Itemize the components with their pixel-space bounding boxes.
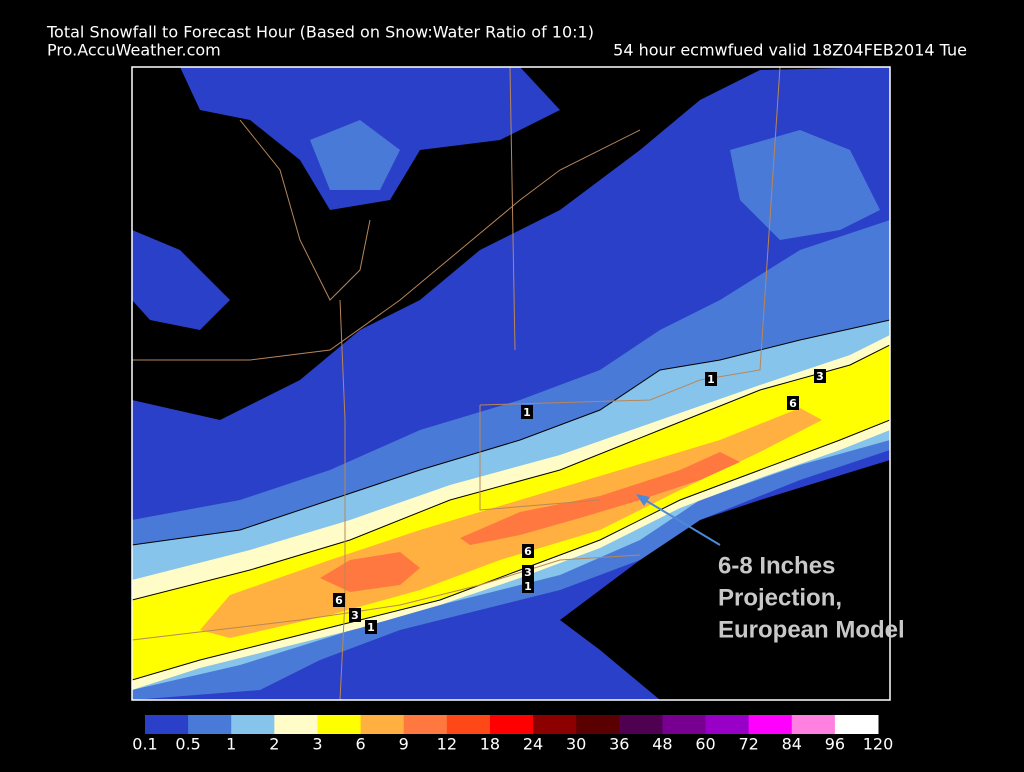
- legend-label: 84: [782, 735, 802, 754]
- legend-label: 2: [269, 735, 279, 754]
- legend-swatch: [145, 715, 189, 734]
- contour-label-box: [787, 396, 799, 410]
- legend-swatch: [188, 715, 232, 734]
- boundary: [339, 299, 346, 700]
- contour-label-box: [365, 620, 377, 634]
- legend-label: 9: [399, 735, 409, 754]
- contour-label: 1: [707, 373, 715, 386]
- legend-label: 30: [566, 735, 586, 754]
- legend-label: 48: [652, 735, 672, 754]
- legend-label: 120: [863, 735, 894, 754]
- contour-label: 6: [789, 397, 797, 410]
- legend-label: 60: [695, 735, 715, 754]
- annotation: Projection,: [718, 584, 842, 611]
- contour-label: 3: [816, 370, 824, 383]
- legend-swatch: [748, 715, 793, 734]
- contour-label-box: [521, 405, 533, 419]
- annotation: 6-8 Inches: [718, 552, 835, 579]
- contour-label: 1: [523, 406, 531, 419]
- boundary: [509, 67, 516, 351]
- contour-label: 3: [351, 609, 359, 622]
- legend-swatch: [662, 715, 707, 734]
- arrow-head: [636, 494, 650, 506]
- contour-label-box: [522, 565, 534, 579]
- run-info: 54 hour ecmwfued valid 18Z04FEB2014 Tue: [613, 41, 967, 60]
- legend-swatch: [231, 715, 275, 734]
- legend-label: 3: [312, 735, 322, 754]
- boundary: [479, 405, 601, 511]
- contour-label-box: [522, 544, 534, 558]
- snow-area: [310, 120, 400, 190]
- boundary: [239, 119, 371, 301]
- arrow: [639, 496, 721, 546]
- legend-label: 0.5: [175, 735, 200, 754]
- legend-label: 96: [825, 735, 845, 754]
- snow-area: [460, 452, 740, 545]
- boundary: [132, 129, 641, 361]
- legend-swatch: [489, 715, 534, 734]
- legend-label: 36: [609, 735, 629, 754]
- legend-label: 0.1: [132, 735, 157, 754]
- contour-label: 3: [524, 566, 532, 579]
- legend-swatch: [274, 715, 318, 734]
- boundary: [132, 554, 641, 641]
- map-frame: [131, 66, 891, 701]
- legend-swatch: [403, 715, 448, 734]
- legend-label: 6: [355, 735, 365, 754]
- annotation: European Model: [718, 616, 905, 643]
- contour-label-box: [705, 372, 717, 386]
- legend-label: 1: [226, 735, 236, 754]
- legend-swatch: [619, 715, 663, 734]
- snow-area: [730, 130, 880, 240]
- legend-label: 12: [437, 735, 457, 754]
- contour-label: 6: [524, 545, 532, 558]
- source: Pro.AccuWeather.com: [47, 41, 221, 60]
- contour-label: 1: [524, 580, 532, 593]
- contour-label: 6: [335, 594, 343, 607]
- contour-label: 1: [367, 621, 375, 634]
- title: Total Snowfall to Forecast Hour (Based o…: [46, 23, 594, 42]
- legend-swatch: [834, 715, 879, 734]
- boundary: [479, 67, 781, 406]
- clear-area: [560, 460, 890, 700]
- legend-label: 24: [523, 735, 543, 754]
- contour-label-box: [522, 579, 534, 593]
- contour-label-box: [333, 593, 345, 607]
- legend-swatch: [705, 715, 750, 734]
- contour: [132, 319, 890, 546]
- contour-label-box: [814, 369, 826, 383]
- contour-label-box: [349, 608, 361, 622]
- contour: [132, 419, 890, 681]
- legend-swatch: [791, 715, 836, 734]
- legend-label: 18: [480, 735, 500, 754]
- legend-swatch: [533, 715, 577, 734]
- legend-swatch: [446, 715, 491, 734]
- snow-area: [132, 230, 230, 330]
- legend-swatch: [317, 715, 362, 734]
- legend-label: 72: [738, 735, 758, 754]
- legend-swatch: [576, 715, 620, 734]
- legend-swatch: [360, 715, 405, 734]
